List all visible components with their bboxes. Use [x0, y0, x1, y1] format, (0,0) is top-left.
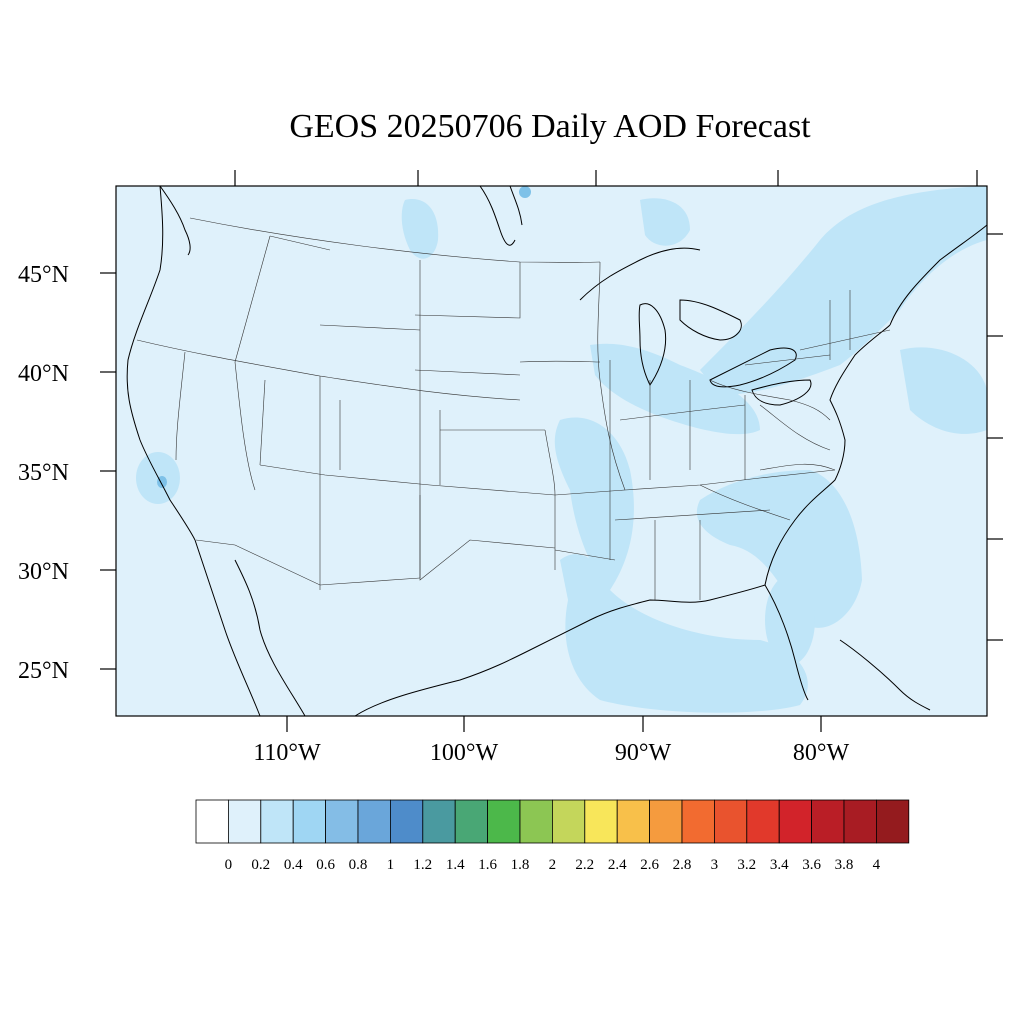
colorbar-swatch [454, 799, 489, 844]
latitude-label: 45°N [18, 262, 69, 288]
colorbar-swatch [811, 799, 845, 844]
colorbar-label: 1 [387, 857, 395, 873]
map-frame [115, 185, 988, 717]
latitude-label: 40°N [18, 361, 69, 387]
longitude-label: 80°W [793, 740, 850, 766]
map-ticks [100, 170, 1003, 732]
colorbar-swatch [876, 799, 910, 844]
colorbar-swatch [422, 799, 456, 844]
latitude-label: 30°N [18, 559, 69, 585]
aod-plume-gulf [560, 554, 808, 713]
map-title: GEOS 20250706 Daily AOD Forecast [289, 108, 811, 145]
colorbar-label: 1.8 [511, 857, 530, 873]
latitude-label: 25°N [18, 658, 69, 684]
colorbar-label: 0.4 [284, 857, 303, 873]
aod-field [126, 186, 987, 716]
colorbar-swatch [843, 799, 877, 844]
colorbar-swatch [746, 799, 780, 844]
colorbar-label: 0 [225, 857, 233, 873]
colorbar-swatch [616, 799, 651, 844]
colorbar-swatch [325, 799, 359, 844]
colorbar-swatch [714, 799, 748, 844]
longitude-label: 100°W [430, 740, 499, 766]
colorbar-label: 2.2 [575, 857, 594, 873]
colorbar-label: 0.2 [251, 857, 270, 873]
colorbar-label: 0.8 [349, 857, 368, 873]
colorbar-label: 2.8 [673, 857, 692, 873]
colorbar-swatch [389, 799, 424, 844]
colorbar-label: 1.2 [413, 857, 432, 873]
longitude-labels: 110°W 100°W 90°W 80°W [253, 740, 849, 766]
colorbar-label: 1.4 [446, 857, 465, 873]
colorbar-label: 3 [711, 857, 719, 873]
colorbar-label: 2.4 [608, 857, 627, 873]
state-borders [136, 217, 891, 600]
colorbar-label: 3.8 [835, 857, 854, 873]
colorbar-swatch [357, 799, 391, 844]
aod-plume-florida [765, 575, 815, 665]
colorbar-swatch [778, 799, 813, 844]
aod-plume-southeast [696, 470, 862, 628]
colorbar-label: 2.6 [640, 857, 659, 873]
colorbar-swatch [260, 799, 294, 844]
aod-plume-dakota [640, 198, 690, 246]
colorbar-swatch [681, 799, 715, 844]
colorbar-swatch [195, 799, 229, 844]
aod-plume-mississippi [554, 417, 634, 590]
colorbar-label: 3.4 [770, 857, 789, 873]
colorbar-swatch [227, 799, 262, 844]
colorbar-label: 3.6 [802, 857, 821, 873]
aod-plume-atlantic [900, 347, 987, 434]
aod-plume-montana [401, 199, 439, 259]
aod-hotspot-canada [519, 186, 531, 198]
colorbar-swatch [487, 799, 521, 844]
coastline [126, 186, 987, 716]
colorbar-label: 2 [549, 857, 557, 873]
colorbar-label: 3.2 [737, 857, 756, 873]
colorbar-swatch [292, 799, 327, 844]
colorbar-swatch [649, 799, 683, 844]
colorbar-label: 0.6 [316, 857, 335, 873]
colorbar-label: 4 [873, 857, 881, 873]
colorbar-swatch [584, 799, 618, 844]
colorbar-swatch [552, 799, 586, 844]
longitude-label: 110°W [253, 740, 321, 766]
latitude-label: 35°N [18, 460, 69, 486]
colorbar-swatch [519, 799, 553, 844]
colorbar-label: 1.6 [478, 857, 497, 873]
aod-plume-ohio [590, 343, 760, 435]
latitude-labels: 45°N 40°N 35°N 30°N 25°N [18, 262, 69, 684]
colorbar: 0 0.2 0.4 0.6 0.8 1 1.2 1.4 1.6 1.8 2 2.2 2.4 2.6 2.8 3… [195, 799, 910, 873]
longitude-label: 90°W [615, 740, 672, 766]
aod-plume-northeast [700, 186, 987, 395]
